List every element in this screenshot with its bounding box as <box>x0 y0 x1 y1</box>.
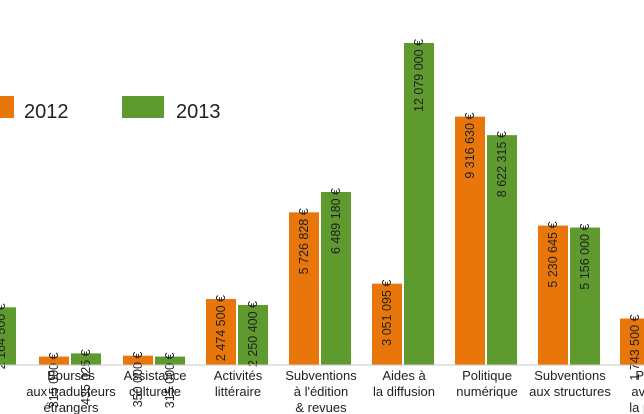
legend-swatch-2012 <box>0 96 14 118</box>
bar-2012-cat-3 <box>206 299 236 365</box>
value-label-2012-cat-5: 3 051 095 € <box>380 280 394 346</box>
category-label-2-line-0: Assistance <box>124 368 187 383</box>
category-label-3-line-1: littéraire <box>215 384 261 399</box>
bar-2013-cat-0 <box>0 307 16 365</box>
value-labels: 315 000 € 350 000 € 2 474 500 € 5 726 828 €… <box>0 39 642 408</box>
category-label-8-line-2: la pro… <box>629 400 644 414</box>
legend: 2012 2013 <box>0 96 221 123</box>
value-label-2013-cat-4: 6 489 180 € <box>329 188 343 254</box>
bar-2013-cat-7 <box>570 227 600 365</box>
bar-2013-cat-1 <box>71 353 101 365</box>
category-label-1-line-1: aux traducteurs <box>26 384 116 399</box>
category-label-1-line-2: étrangers <box>44 400 99 414</box>
category-label-6-line-0: Politique <box>462 368 512 383</box>
category-label-6-line-1: numérique <box>456 384 517 399</box>
value-label-2013-cat-3: 2 250 400 € <box>246 301 260 367</box>
category-label-2-line-1: culturelle <box>129 384 181 399</box>
bar-2013-cat-2 <box>155 356 185 365</box>
value-label-2012-cat-2: 350 000 € <box>131 352 145 408</box>
value-label-2012-cat-7: 5 230 645 € <box>546 222 560 288</box>
legend-label-2012: 2012 <box>24 101 69 123</box>
category-label-5-line-1: la diffusion <box>373 384 435 399</box>
category-label-5-line-0: Aides à <box>382 368 426 383</box>
bar-2012-cat-8 <box>620 318 644 365</box>
value-label-2013-cat-6: 8 622 315 € <box>495 131 509 197</box>
category-label-8-line-0: Pré… <box>635 368 644 383</box>
category-label-1-line-0: Bourses <box>47 368 95 383</box>
category-label-8-line-1: avan… <box>631 384 644 399</box>
value-label-2012-cat-1: 315 000 € <box>47 353 61 409</box>
bar-2012-cat-7 <box>538 225 568 365</box>
value-label-2013-cat-1: 435 025 € <box>79 349 93 405</box>
value-label-2013-cat-0: 2 164 500 € <box>0 303 8 369</box>
value-label-2012-cat-3: 2 474 500 € <box>214 295 228 361</box>
bar-2012-cat-4 <box>289 212 319 365</box>
category-label-7-line-1: aux structures <box>529 384 611 399</box>
bar-2012-cat-1 <box>39 356 69 365</box>
bars <box>0 43 644 365</box>
value-label-2012-cat-4: 5 726 828 € <box>297 208 311 274</box>
legend-swatch-2013 <box>122 96 164 118</box>
bar-2013-cat-5 <box>404 43 434 365</box>
category-label-3-line-0: Activités <box>214 368 263 383</box>
value-label-2013-cat-2: 315 000 € <box>163 353 177 409</box>
category-labels: …esBoursesaux traducteursétrangersAssist… <box>26 368 644 414</box>
bar-2012-cat-2 <box>123 355 153 365</box>
legend-label-2013: 2013 <box>176 101 221 123</box>
bar-2013-cat-6 <box>487 135 517 365</box>
category-label-4-line-2: & revues <box>295 400 347 414</box>
bar-2012-cat-6 <box>455 116 485 365</box>
category-label-7-line-0: Subventions <box>534 368 606 383</box>
bar-2012-cat-5 <box>372 283 402 365</box>
value-label-2012-cat-8: 1 743 500 € <box>628 314 642 380</box>
value-label-2012-cat-6: 9 316 630 € <box>463 113 477 179</box>
bar-2013-cat-3 <box>238 305 268 365</box>
value-label-2013-cat-7: 5 156 000 € <box>578 224 592 290</box>
value-label-2013-cat-5: 12 079 000 € <box>412 39 426 112</box>
category-label-4-line-1: à l'édition <box>294 384 349 399</box>
category-label-4-line-0: Subventions <box>285 368 357 383</box>
bar-2013-cat-4 <box>321 192 351 365</box>
